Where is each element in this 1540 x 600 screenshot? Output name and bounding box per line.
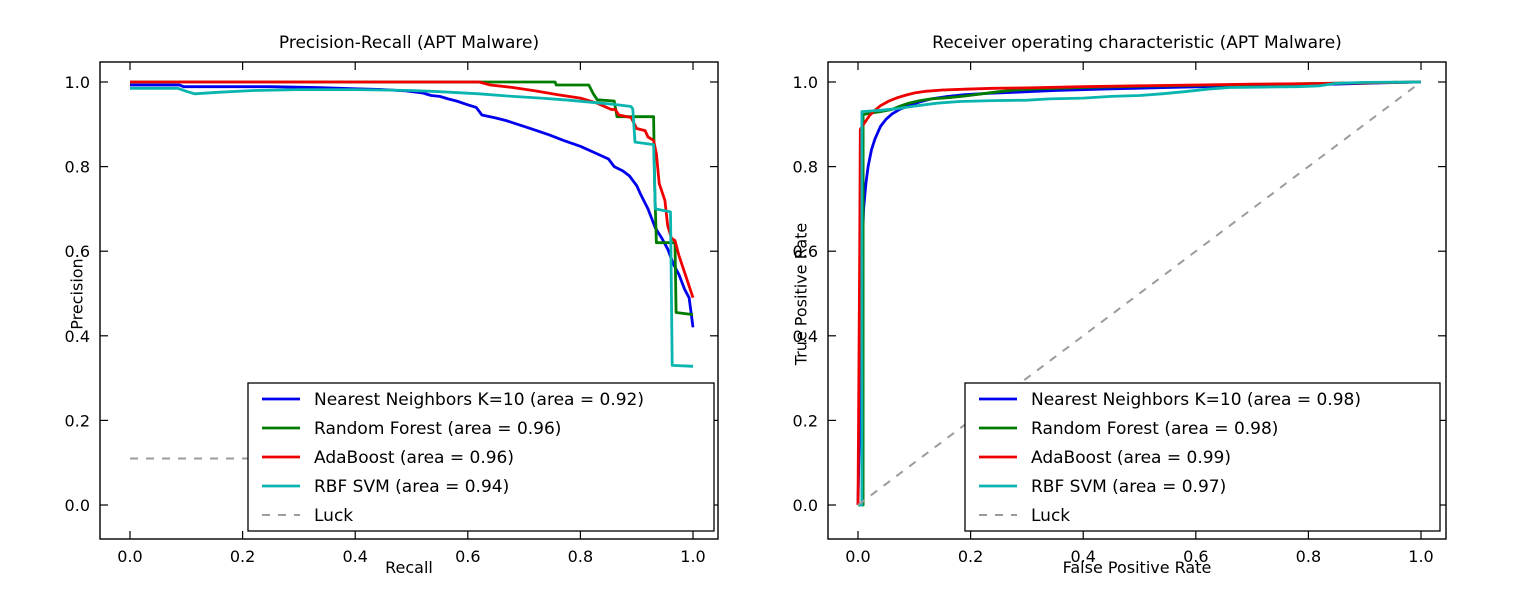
x-tick-label: 0.0 bbox=[117, 547, 142, 566]
y-tick-label: 0.6 bbox=[65, 242, 90, 261]
roc-chart-axes-box bbox=[827, 61, 1447, 540]
y-tick-label: 1.0 bbox=[65, 73, 90, 92]
legend-label-nearest-neighbors: Nearest Neighbors K=10 (area = 0.98) bbox=[1031, 390, 1361, 410]
legend-label-nearest-neighbors: Nearest Neighbors K=10 (area = 0.92) bbox=[314, 390, 644, 410]
roc-chart-legend-box bbox=[964, 382, 1441, 532]
pr-chart-random-forest-line bbox=[130, 80, 694, 316]
pr-chart-axes-box bbox=[99, 61, 719, 540]
pr-chart-rbf-svm-line bbox=[130, 86, 694, 368]
y-tick-label: 0.8 bbox=[793, 158, 818, 177]
pr-chart-group: 0.0 0.2 0.4 0.6 0.8 1.0 0.0 0.2 0.4 0.6 0.8 1.0 Near… bbox=[65, 61, 719, 566]
y-tick-label: 0.2 bbox=[793, 411, 818, 430]
legend-label-rbf-svm: RBF SVM (area = 0.97) bbox=[1031, 477, 1226, 497]
pr-chart-title: Precision-Recall (APT Malware) bbox=[278, 33, 540, 53]
legend-label-adaboost: AdaBoost (area = 0.99) bbox=[1031, 448, 1231, 468]
roc-chart-nearest-neighbors-line bbox=[856, 80, 1422, 506]
roc-chart-rbf-svm-line bbox=[858, 80, 1422, 507]
legend-label-adaboost: AdaBoost (area = 0.96) bbox=[314, 448, 514, 468]
x-tick-label: 0.2 bbox=[958, 547, 983, 566]
y-tick-label: 0.2 bbox=[65, 411, 90, 430]
pr-xaxis-label: Recall bbox=[385, 558, 433, 577]
pr-chart-adaboost-line bbox=[130, 80, 695, 299]
pr-chart-legend-box bbox=[247, 382, 715, 532]
roc-chart-luck-line bbox=[857, 81, 1422, 506]
legend-label-luck: Luck bbox=[1031, 506, 1070, 526]
roc-chart-title: Receiver operating characteristic (APT M… bbox=[932, 33, 1342, 53]
x-tick-label: 0.2 bbox=[230, 547, 255, 566]
legend-label-luck: Luck bbox=[314, 506, 353, 526]
legend-label-random-forest: Random Forest (area = 0.98) bbox=[1031, 419, 1278, 439]
y-tick-label: 0.4 bbox=[793, 327, 818, 346]
pr-chart-nearest-neighbors-line bbox=[130, 83, 695, 328]
y-tick-label: 1.0 bbox=[793, 73, 818, 92]
x-tick-label: 0.0 bbox=[845, 547, 870, 566]
x-tick-label: 0.4 bbox=[1070, 547, 1095, 566]
roc-chart-group: 0.0 0.2 0.4 0.6 0.8 1.0 0.0 0.2 0.4 0.6 0.8 1.0 Near… bbox=[793, 61, 1447, 566]
y-tick-label: 0.6 bbox=[793, 242, 818, 261]
x-tick-label: 1.0 bbox=[680, 547, 705, 566]
x-tick-label: 1.0 bbox=[1408, 547, 1433, 566]
x-tick-label: 0.6 bbox=[1183, 547, 1208, 566]
x-tick-label: 0.8 bbox=[1296, 547, 1321, 566]
legend-label-rbf-svm: RBF SVM (area = 0.94) bbox=[314, 477, 509, 497]
y-tick-label: 0.4 bbox=[65, 327, 90, 346]
x-tick-label: 0.4 bbox=[342, 547, 367, 566]
x-tick-label: 0.8 bbox=[568, 547, 593, 566]
roc-chart-adaboost-line bbox=[856, 80, 1422, 506]
y-tick-label: 0.0 bbox=[793, 496, 818, 515]
y-tick-label: 0.8 bbox=[65, 158, 90, 177]
roc-xaxis-label: False Positive Rate bbox=[1062, 558, 1212, 577]
x-tick-label: 0.6 bbox=[455, 547, 480, 566]
y-tick-label: 0.0 bbox=[65, 496, 90, 515]
legend-label-random-forest: Random Forest (area = 0.96) bbox=[314, 419, 561, 439]
